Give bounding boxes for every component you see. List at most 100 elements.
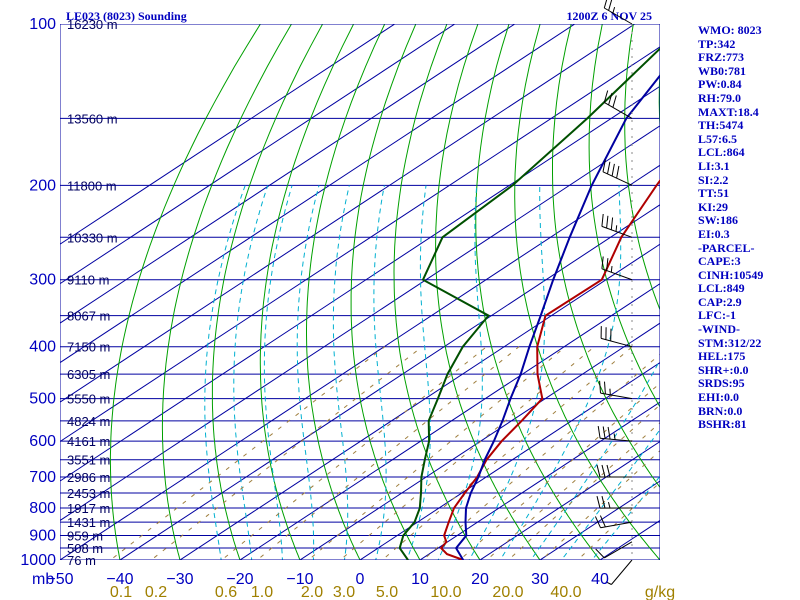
dry-adiabat	[552, 24, 660, 489]
mixing-ratio-tick-label: 0.6	[215, 584, 237, 600]
index-line: TT:51	[698, 186, 730, 201]
pressure-tick-label: 900	[29, 527, 56, 544]
wind-barbs	[594, 0, 633, 585]
mixing-ratio-tick-label: 40.0	[550, 584, 581, 600]
temperature-tick-label: 0	[356, 571, 365, 588]
moist-adiabat	[499, 185, 622, 560]
wind-barb-flag	[607, 161, 611, 174]
wind-barb-flag	[604, 381, 606, 395]
dry-adiabat	[624, 24, 660, 311]
wind-barb-flag	[596, 495, 601, 509]
index-line: TH:5474	[698, 118, 744, 133]
moist-adiabat	[373, 185, 387, 560]
mixing-ratio-line	[576, 481, 660, 560]
isotherm-line	[239, 283, 660, 560]
isotherm-line	[60, 85, 660, 482]
mixing-ratio-line	[307, 346, 566, 560]
wind-barb-staff	[600, 437, 633, 442]
isotherm-line	[60, 24, 516, 324]
dry-adiabat	[514, 24, 660, 560]
index-line: CINH:10549	[698, 267, 764, 282]
temperature-tick-label: −50	[46, 571, 73, 588]
wind-barb-half-flag	[615, 225, 618, 232]
mixing-ratio-line	[459, 382, 660, 560]
index-line: TP:342	[698, 36, 736, 51]
isotherm-line	[479, 440, 660, 560]
wind-barb-staff	[600, 337, 633, 348]
index-line: HEL:175	[698, 349, 746, 364]
mixing-ratio-tick-label: 0.1	[110, 584, 132, 600]
index-line: SW:186	[698, 213, 739, 228]
wind-barb-flag	[601, 464, 606, 478]
dry-adiabat	[350, 24, 421, 560]
wind-barb	[603, 0, 633, 25]
wind-barb	[597, 426, 633, 442]
height-label: 13560 m	[67, 111, 118, 126]
mixing-ratio-line	[339, 346, 595, 560]
index-line: RH:79.0	[698, 90, 741, 105]
wind-barb	[596, 464, 633, 478]
temperature-tick-label: −40	[106, 571, 133, 588]
temperature-tick-label: 20	[471, 571, 489, 588]
index-line: SHR+:0.0	[698, 362, 749, 377]
wind-barb	[600, 326, 633, 348]
pressure-tick-label: 800	[29, 500, 56, 517]
height-label: 10330 m	[67, 230, 118, 245]
index-line: WB0:781	[698, 63, 746, 78]
index-line: LCL:849	[698, 281, 745, 296]
index-line: EI:0.3	[698, 226, 730, 241]
index-line: -PARCEL-	[698, 240, 755, 255]
index-line: STM:312/22	[698, 335, 762, 350]
wind-barb-staff	[604, 101, 633, 119]
index-line: CAPE:3	[698, 254, 741, 269]
height-label: 4824 m	[67, 414, 110, 429]
height-label: 9110 m	[67, 273, 109, 288]
mixing-ratio-line	[381, 346, 633, 560]
index-line: -WIND-	[698, 322, 740, 337]
moist-adiabat	[530, 359, 660, 560]
height-label: 11800 m	[67, 178, 117, 193]
index-line: SI:2.2	[698, 172, 729, 187]
isotherm-line	[60, 46, 660, 443]
wind-barb-flag	[596, 464, 601, 478]
temperature-tick-label: 40	[591, 571, 609, 588]
temperature-tick-label: 30	[531, 571, 549, 588]
temperature-curve	[439, 178, 660, 560]
dry-adiabat	[475, 24, 601, 560]
wind-barb	[605, 559, 633, 585]
wind-barb-flag	[606, 464, 611, 478]
temperature-tick-label: −20	[226, 571, 253, 588]
mixing-ratio-tick-label: 2.0	[301, 584, 323, 600]
height-label: 2453 m	[67, 486, 110, 501]
height-label: 16230 m	[67, 17, 118, 32]
isotherm-line	[119, 204, 660, 560]
moist-adiabat	[233, 185, 269, 560]
pressure-tick-label: 300	[29, 272, 56, 289]
height-label: 76 m	[67, 553, 96, 568]
plot-frame	[60, 24, 660, 560]
dry-adiabat	[259, 24, 355, 560]
wind-barb-flag	[601, 213, 604, 227]
wind-barb-flag	[601, 256, 604, 269]
wind-barb-flag	[599, 380, 601, 394]
pressure-tick-label: 1000	[20, 552, 56, 569]
height-label: 5550 m	[67, 392, 110, 407]
height-label: 7150 m	[67, 340, 110, 355]
isotherm-line	[60, 125, 660, 522]
wind-barb-flag	[597, 426, 601, 439]
index-line: FRZ:773	[698, 50, 744, 65]
pressure-tick-label: 600	[29, 433, 56, 450]
moist-adiabat	[406, 185, 431, 560]
moist-adiabat	[263, 185, 293, 560]
wind-barb-flag	[611, 163, 615, 177]
index-line: CAP:2.9	[698, 294, 742, 309]
height-label: 4161 m	[67, 434, 110, 449]
isotherm-line	[60, 24, 456, 285]
grid-lines	[60, 24, 660, 560]
dry-adiabat	[161, 24, 292, 560]
height-label: 8067 m	[67, 309, 110, 324]
wind-barb	[595, 541, 633, 559]
isotherm-line	[60, 24, 636, 403]
